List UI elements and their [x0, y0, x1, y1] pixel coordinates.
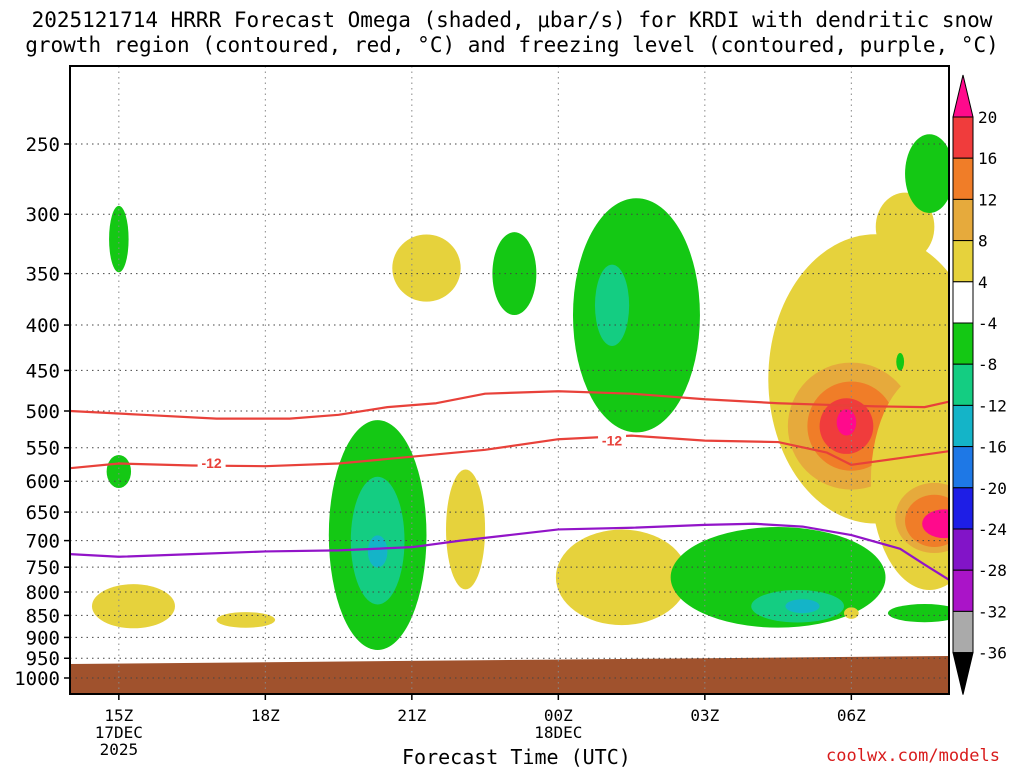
- y-axis: 2503003504004505005506006507007508008509…: [14, 134, 70, 690]
- terrain-fill: [70, 656, 949, 694]
- x-tick-label-03Z: 03Z: [690, 706, 719, 725]
- omega-region-11: [594, 264, 630, 346]
- x-tick-year-15Z: 2025: [100, 740, 139, 759]
- colorbar-label-4: 4: [978, 273, 988, 292]
- omega-region-12: [555, 529, 688, 626]
- omega-region-24: [922, 509, 949, 539]
- colorbar-swatch-7: [952, 363, 974, 406]
- y-tick-label-300: 300: [26, 204, 60, 226]
- omega-region-10: [572, 198, 700, 433]
- colorbar-swatch-3: [952, 198, 974, 242]
- y-tick-label-600: 600: [26, 471, 60, 493]
- colorbar-swatch-1: [952, 116, 974, 159]
- colorbar-label-2: 12: [978, 190, 997, 209]
- colorbar-label-0: 20: [978, 108, 997, 127]
- contour-label-1: -12: [602, 433, 622, 449]
- contour-label-bg-1: [598, 432, 627, 449]
- omega-region-3: [216, 612, 276, 628]
- colorbar-label-1: 16: [978, 149, 997, 168]
- contour-label-bg-0: [197, 454, 226, 471]
- chart-title-line-2: growth region (contoured, red, °C) and f…: [25, 33, 999, 57]
- x-tick-label-06Z: 06Z: [837, 706, 866, 725]
- colorbar-label-5: -4: [978, 314, 997, 333]
- colorbar-label-8: -16: [978, 438, 1007, 457]
- omega-region-1: [106, 455, 132, 488]
- contour-labels: -12 -12: [197, 432, 627, 471]
- y-tick-label-250: 250: [26, 134, 60, 156]
- y-tick-label-450: 450: [26, 360, 60, 382]
- plot-frame: [69, 65, 950, 695]
- colorbar-swatch-12: [952, 569, 974, 612]
- colorbar-swatch-10: [952, 487, 974, 530]
- colorbar-label-11: -28: [978, 561, 1007, 580]
- colorbar-label-12: -32: [978, 602, 1007, 621]
- colorbar-swatch-4: [952, 240, 974, 283]
- y-tick-label-900: 900: [26, 627, 60, 649]
- y-tick-label-850: 850: [26, 605, 60, 627]
- colorbar-label-7: -12: [978, 396, 1007, 415]
- x-tick-label-15Z: 15Z: [104, 706, 133, 725]
- y-tick-label-750: 750: [26, 557, 60, 579]
- omega-region-27: [905, 134, 949, 214]
- omega-shading: [91, 134, 949, 651]
- x-tick-label-21Z: 21Z: [397, 706, 426, 725]
- omega-region-29: [896, 353, 905, 371]
- y-tick-label-650: 650: [26, 502, 60, 524]
- y-tick-label-350: 350: [26, 264, 60, 286]
- x-tick-label-18Z: 18Z: [251, 706, 280, 725]
- omega-region-15: [785, 599, 820, 614]
- y-tick-label-700: 700: [26, 531, 60, 553]
- colorbar-swatch-2: [952, 157, 974, 200]
- omega-region-25: [875, 192, 935, 262]
- y-tick-label-1000: 1000: [14, 668, 60, 690]
- omega-region-8: [446, 469, 486, 590]
- colorbar-label-6: -8: [978, 355, 997, 374]
- terrain-layer: [70, 656, 949, 694]
- y-tick-label-500: 500: [26, 401, 60, 423]
- omega-region-2: [91, 584, 175, 629]
- omega-region-26: [844, 607, 859, 619]
- x-tick-date-00Z: 18DEC: [534, 723, 582, 742]
- grid-lines: [70, 66, 949, 694]
- y-tick-label-550: 550: [26, 438, 60, 460]
- colorbar-label-10: -24: [978, 520, 1007, 539]
- y-tick-label-400: 400: [26, 315, 60, 337]
- colorbar-swatch-6: [952, 322, 974, 365]
- contour-dgz-top: [70, 390, 949, 420]
- omega-region-9: [492, 232, 537, 316]
- omega-region-28: [887, 604, 949, 623]
- colorbar-label-9: -20: [978, 479, 1007, 498]
- colorbar: 20 16 12 8 4 -4 -8 -12 -16 -20 -24 -28 -32 -36: [952, 74, 1007, 695]
- contour-freezing-level: [70, 522, 949, 581]
- contour-label-0: -12: [201, 455, 221, 471]
- colorbar-swatch-5: [952, 281, 974, 324]
- y-tick-label-800: 800: [26, 582, 60, 604]
- x-tick-date-15Z: 17DEC: [95, 723, 143, 742]
- colorbar-swatch-13: [952, 610, 974, 654]
- chart-title-line-1: 2025121714 HRRR Forecast Omega (shaded, …: [31, 8, 993, 32]
- credit-link[interactable]: coolwx.com/models: [826, 746, 1000, 766]
- x-tick-label-00Z: 00Z: [544, 706, 573, 725]
- colorbar-top-arrow: [952, 74, 974, 118]
- colorbar-swatch-11: [952, 528, 974, 571]
- colorbar-swatch-9: [952, 446, 974, 489]
- x-axis-title: Forecast Time (UTC): [402, 745, 631, 769]
- colorbar-label-13: -36: [978, 644, 1007, 663]
- omega-region-7: [367, 535, 388, 568]
- omega-region-20: [836, 409, 857, 436]
- omega-region-4: [392, 234, 461, 302]
- colorbar-bottom-arrow: [952, 652, 974, 695]
- colorbar-swatch-8: [952, 404, 974, 448]
- colorbar-label-3: 8: [978, 232, 988, 251]
- y-tick-label-950: 950: [26, 648, 60, 670]
- omega-region-0: [109, 205, 129, 273]
